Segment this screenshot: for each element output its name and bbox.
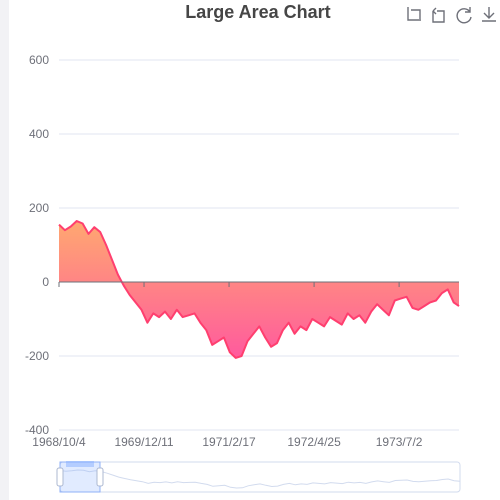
- y-tick-label: 600: [29, 53, 49, 67]
- y-tick-label: 0: [42, 275, 49, 289]
- y-tick-label: 200: [29, 201, 49, 215]
- restore-icon[interactable]: [454, 5, 474, 25]
- series-area: [58, 220, 460, 359]
- y-tick-label: -400: [25, 423, 49, 437]
- x-tick-label: 1973/7/2: [376, 435, 423, 449]
- x-tick-label: 1969/12/11: [114, 435, 173, 449]
- data-zoom-slider[interactable]: [56, 461, 461, 493]
- y-tick-label: -200: [25, 349, 49, 363]
- series-line: [58, 220, 460, 359]
- toolbox: [404, 5, 499, 25]
- left-rail: [0, 0, 9, 500]
- data-zoom-icon[interactable]: [404, 5, 424, 25]
- chart-title: Large Area Chart: [185, 2, 331, 22]
- x-tick-label: 1968/10/4: [32, 435, 86, 449]
- zoom-handle: [56, 467, 64, 487]
- x-axis: 1968/10/4 1969/12/11 1971/2/17 1972/4/25 197…: [32, 282, 423, 449]
- save-image-icon[interactable]: [479, 5, 499, 25]
- area-fill: [59, 221, 459, 358]
- data-zoom-reset-icon[interactable]: [429, 5, 449, 25]
- x-tick-label: 1972/4/25: [287, 435, 341, 449]
- zoom-handle: [96, 467, 104, 487]
- zoom-move-handle: [66, 461, 94, 467]
- y-axis: 600 400 200 0 -200 -400: [25, 53, 49, 437]
- zoom-preview-line: [59, 469, 461, 489]
- y-tick-label: 400: [29, 127, 49, 141]
- x-tick-label: 1971/2/17: [202, 435, 256, 449]
- grid-lines: [59, 59, 459, 431]
